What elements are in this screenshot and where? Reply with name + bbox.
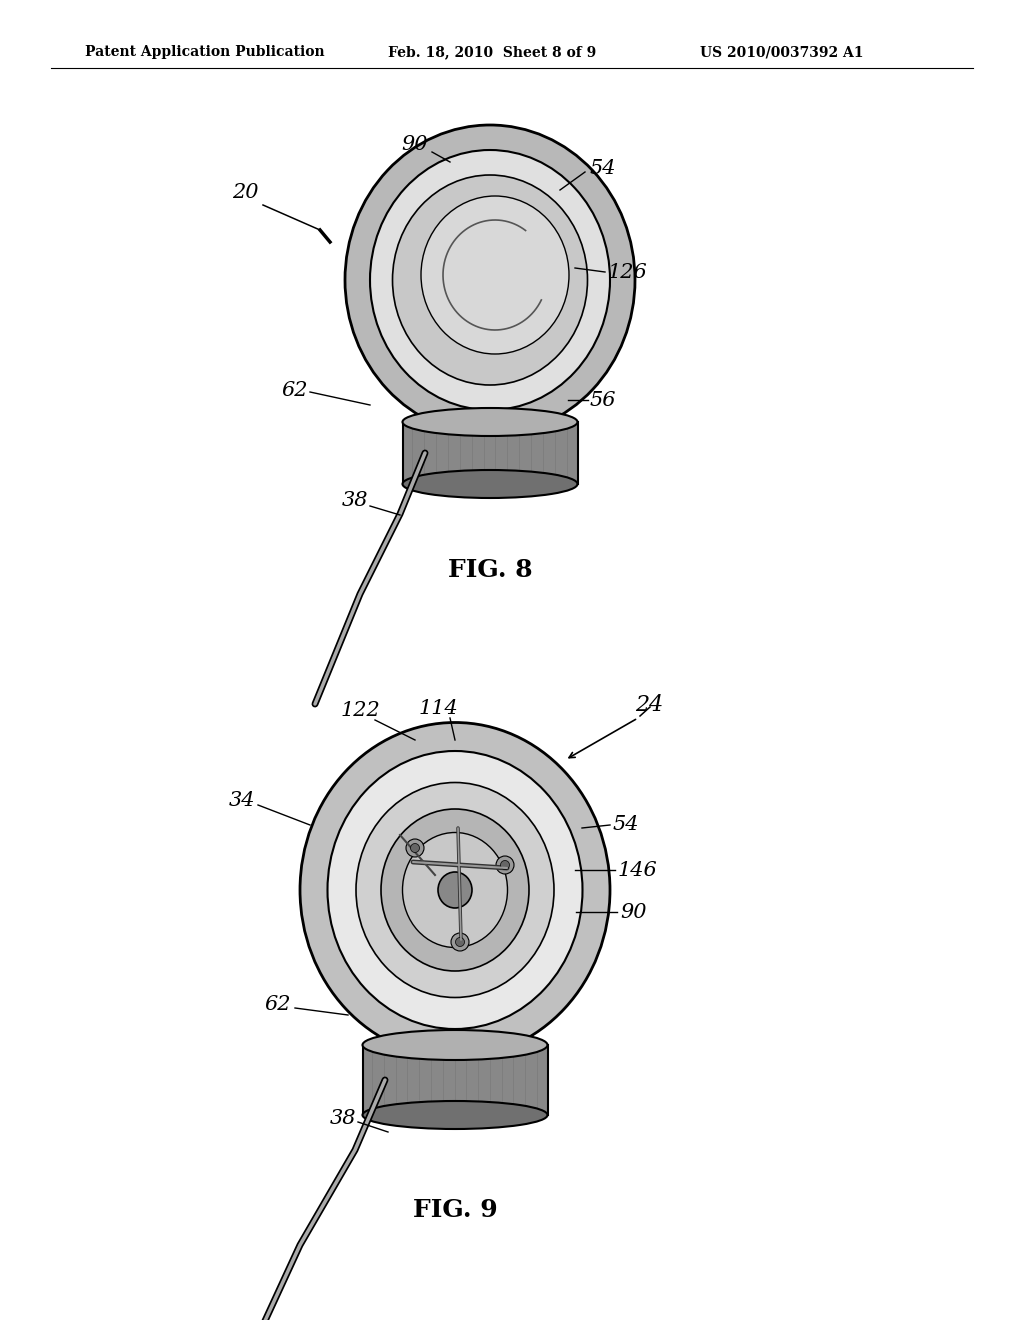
Text: 38: 38 xyxy=(330,1109,356,1127)
Ellipse shape xyxy=(328,751,583,1030)
Ellipse shape xyxy=(392,176,588,385)
Ellipse shape xyxy=(362,1030,548,1060)
Text: 54: 54 xyxy=(613,816,640,834)
Ellipse shape xyxy=(362,1101,548,1129)
Text: Feb. 18, 2010  Sheet 8 of 9: Feb. 18, 2010 Sheet 8 of 9 xyxy=(388,45,596,59)
Text: 34: 34 xyxy=(228,791,255,809)
Ellipse shape xyxy=(370,150,610,411)
Text: 62: 62 xyxy=(282,380,308,400)
Ellipse shape xyxy=(438,873,472,908)
Text: 126: 126 xyxy=(608,263,648,281)
Text: Patent Application Publication: Patent Application Publication xyxy=(85,45,325,59)
Ellipse shape xyxy=(381,809,529,972)
Text: 146: 146 xyxy=(618,861,657,879)
Text: 54: 54 xyxy=(590,158,616,177)
Text: 20: 20 xyxy=(231,183,258,202)
Text: FIG. 8: FIG. 8 xyxy=(447,558,532,582)
Ellipse shape xyxy=(501,861,510,870)
Ellipse shape xyxy=(402,408,578,436)
Text: FIG. 9: FIG. 9 xyxy=(413,1199,498,1222)
Ellipse shape xyxy=(406,840,424,857)
Text: US 2010/0037392 A1: US 2010/0037392 A1 xyxy=(700,45,863,59)
Text: 122: 122 xyxy=(340,701,380,719)
Ellipse shape xyxy=(345,125,635,436)
Ellipse shape xyxy=(402,470,578,498)
Bar xyxy=(362,1045,548,1115)
Ellipse shape xyxy=(421,195,569,354)
Text: 90: 90 xyxy=(401,136,428,154)
Ellipse shape xyxy=(496,855,514,874)
Text: 38: 38 xyxy=(342,491,369,510)
Text: 90: 90 xyxy=(620,903,646,921)
Text: 24: 24 xyxy=(635,694,664,715)
Ellipse shape xyxy=(451,933,469,950)
Bar xyxy=(403,422,578,484)
Text: 56: 56 xyxy=(590,391,616,409)
Ellipse shape xyxy=(300,722,610,1057)
Ellipse shape xyxy=(356,783,554,998)
Ellipse shape xyxy=(411,843,420,853)
Text: 114: 114 xyxy=(418,698,458,718)
Text: 62: 62 xyxy=(265,995,291,1015)
Ellipse shape xyxy=(456,937,465,946)
Ellipse shape xyxy=(402,833,508,948)
